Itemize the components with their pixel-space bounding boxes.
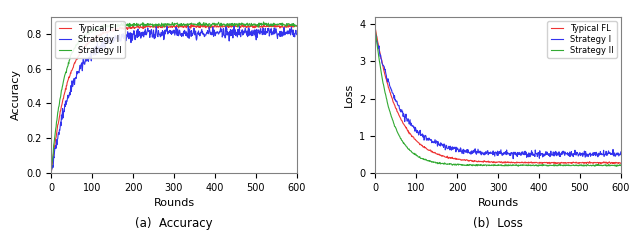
Strategy II <box>567 164 575 167</box>
Strategy I <box>609 154 617 157</box>
Line: Strategy I: Strategy I <box>375 34 621 159</box>
Typical FL <box>609 161 617 164</box>
Legend: Typical FL, Strategy I, Strategy II: Typical FL, Strategy I, Strategy II <box>547 21 616 58</box>
Strategy II <box>417 157 425 160</box>
Strategy I <box>568 150 575 153</box>
Strategy I <box>387 87 395 90</box>
Strategy II <box>371 28 379 31</box>
Strategy I <box>152 24 160 26</box>
Strategy II <box>617 164 625 167</box>
Typical FL <box>597 162 605 165</box>
Strategy I <box>285 30 293 33</box>
Typical FL <box>47 171 55 174</box>
Line: Strategy I: Strategy I <box>51 25 297 173</box>
Typical FL <box>129 26 136 29</box>
Strategy I <box>371 32 379 35</box>
Strategy II <box>600 164 608 167</box>
Strategy II <box>47 171 55 174</box>
Strategy I <box>93 49 101 52</box>
Strategy I <box>243 30 251 32</box>
Typical FL <box>293 25 301 28</box>
Text: (b)  Loss: (b) Loss <box>473 217 523 230</box>
Typical FL <box>371 27 379 30</box>
Text: (a)  Accuracy: (a) Accuracy <box>135 217 212 230</box>
Strategy I <box>417 134 425 137</box>
Strategy I <box>129 39 136 42</box>
Strategy I <box>601 153 609 156</box>
Legend: Typical FL, Strategy I, Strategy II: Typical FL, Strategy I, Strategy II <box>56 21 125 58</box>
Strategy II <box>93 28 101 31</box>
Y-axis label: Accuracy: Accuracy <box>10 69 20 120</box>
Strategy II <box>63 67 70 70</box>
Strategy II <box>387 113 395 116</box>
Strategy II <box>293 24 301 27</box>
Strategy II <box>452 164 460 167</box>
Strategy II <box>129 24 136 27</box>
Typical FL <box>387 94 395 96</box>
Strategy II <box>277 23 285 26</box>
Typical FL <box>285 24 293 27</box>
Strategy II <box>243 23 251 26</box>
Typical FL <box>63 84 70 87</box>
Strategy I <box>293 33 301 36</box>
Typical FL <box>243 25 251 28</box>
Line: Strategy II: Strategy II <box>51 22 297 173</box>
Line: Typical FL: Typical FL <box>51 24 297 173</box>
Strategy I <box>63 100 70 103</box>
Typical FL <box>93 35 101 38</box>
Strategy I <box>277 30 285 33</box>
Typical FL <box>417 144 425 146</box>
Typical FL <box>224 23 232 26</box>
Strategy II <box>260 20 268 23</box>
X-axis label: Rounds: Rounds <box>477 198 518 208</box>
Strategy II <box>285 23 293 25</box>
Y-axis label: Loss: Loss <box>344 83 354 107</box>
Strategy II <box>609 164 617 167</box>
Strategy II <box>613 165 621 168</box>
Strategy I <box>509 157 517 160</box>
Line: Typical FL: Typical FL <box>375 29 621 164</box>
Strategy I <box>47 171 55 174</box>
Line: Strategy II: Strategy II <box>375 30 621 166</box>
Strategy I <box>452 146 460 149</box>
Typical FL <box>277 25 285 28</box>
Typical FL <box>567 162 575 164</box>
X-axis label: Rounds: Rounds <box>154 198 195 208</box>
Strategy I <box>617 150 625 153</box>
Typical FL <box>617 162 625 165</box>
Typical FL <box>452 158 460 161</box>
Typical FL <box>601 161 609 164</box>
